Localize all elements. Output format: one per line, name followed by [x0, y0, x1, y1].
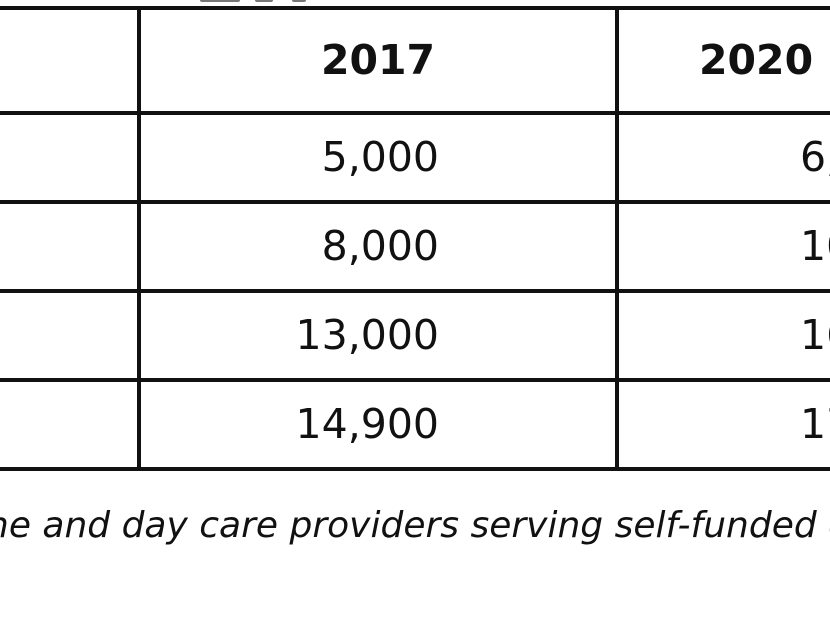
- row-label: [0, 111, 141, 204]
- cell-2017: 8,000: [137, 200, 619, 293]
- cell-2020: 16: [615, 289, 830, 382]
- table-row: 14,900 17,: [0, 378, 830, 471]
- table-header-row: 2017 2020 (t: [0, 6, 830, 115]
- ink-fragment: [255, 0, 273, 2]
- cell-2017: 14,900: [137, 378, 619, 471]
- table-row: 5,000 6,: [0, 111, 830, 204]
- cell-2020: 6,: [615, 111, 830, 204]
- cell-2017: 5,000: [137, 111, 619, 204]
- cell-2020: 17,: [615, 378, 830, 471]
- header-label-cell: [0, 6, 141, 115]
- cell-2017: 13,000: [137, 289, 619, 382]
- cell-2020: 10: [615, 200, 830, 293]
- header-2017: 2017: [137, 6, 619, 115]
- ink-fragment: [200, 0, 240, 2]
- table-row: 8,000 10: [0, 200, 830, 293]
- table-row: 13,000 16: [0, 289, 830, 382]
- cropped-text-fragment: [0, 0, 830, 4]
- header-2020: 2020 (t: [615, 6, 830, 115]
- row-label: [0, 289, 141, 382]
- table-footnote: ne and day care providers serving self-f…: [0, 505, 830, 546]
- row-label: [0, 378, 141, 471]
- ink-fragment: [292, 0, 306, 2]
- data-table: 2017 2020 (t 5,000 6, 8,000 10 13,000: [0, 6, 830, 471]
- row-label: [0, 200, 141, 293]
